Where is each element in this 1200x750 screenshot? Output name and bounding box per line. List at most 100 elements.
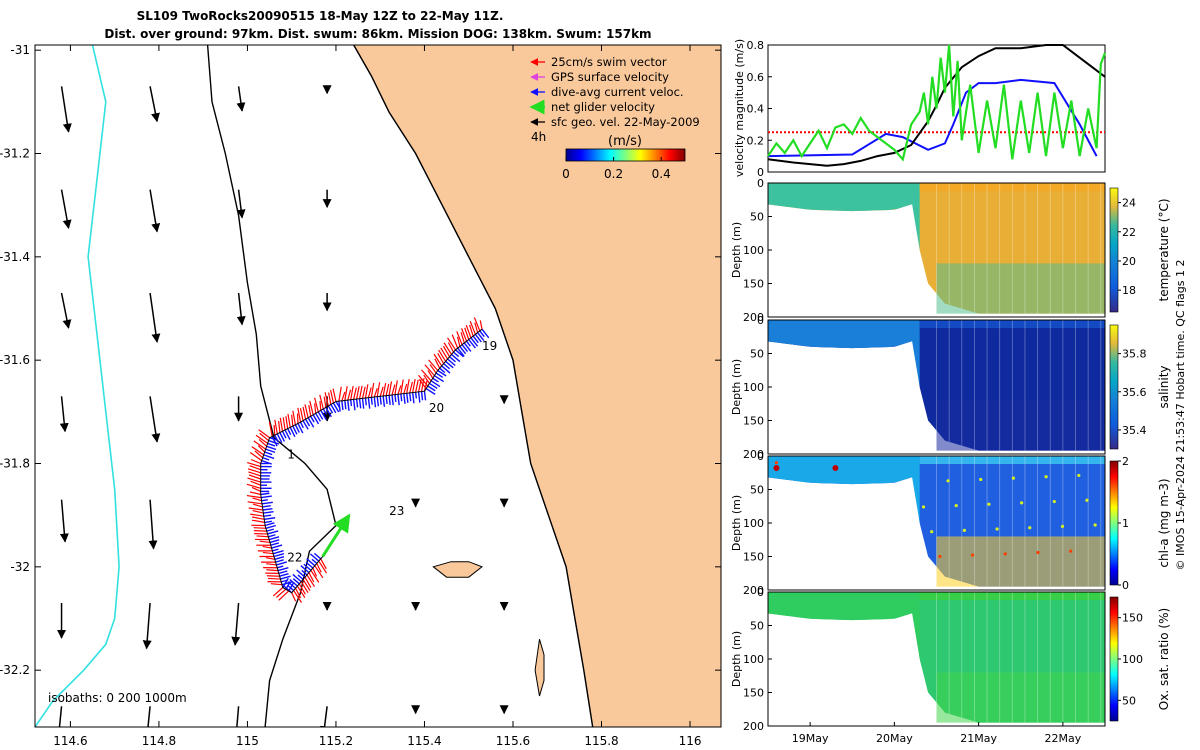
island-garden	[534, 639, 545, 697]
swim-vector	[253, 527, 266, 529]
diveavg-vector	[355, 399, 359, 408]
velocity-series	[767, 44, 1106, 167]
diveavg-vector	[481, 328, 490, 339]
swim-vector	[420, 378, 425, 392]
swim-vector	[253, 503, 263, 508]
diveavg-vector	[276, 433, 283, 444]
swim-vector	[479, 320, 483, 330]
isobaths-label: isobaths: 0 200 1000m	[48, 691, 187, 705]
swim-vector	[268, 421, 273, 437]
swim-vector	[338, 386, 342, 402]
diveavg-vector	[414, 392, 418, 399]
swim-vector	[323, 396, 327, 408]
swim-vector	[417, 379, 422, 392]
sfc-vector	[60, 86, 72, 133]
swim-vector	[278, 590, 290, 601]
swim-vector	[262, 545, 272, 549]
swim-vector	[270, 583, 283, 586]
swim-vector	[367, 387, 372, 398]
section-panel-temperature: 0 50 100 150 200 Depth (m) 18 20 22 24 temperature…	[730, 177, 1171, 324]
swim-vector	[252, 497, 262, 502]
swim-vector	[302, 579, 311, 591]
diveavg-vector	[474, 333, 482, 343]
net-velocity-arrow	[321, 513, 351, 558]
swim-vector	[473, 317, 481, 332]
date-tick-label: 22May	[1045, 732, 1082, 745]
diveavg-vector	[268, 536, 280, 541]
diveavg-vector	[292, 578, 300, 585]
chla-point	[1093, 523, 1097, 527]
swim-vector	[292, 410, 296, 425]
colorbar-tick-label: 35.6	[1122, 386, 1147, 399]
swim-vector	[391, 384, 396, 396]
swim-vector	[246, 494, 262, 499]
depth-tick-label: 100	[743, 653, 764, 666]
swim-vector	[302, 406, 307, 420]
swim-vector	[316, 563, 322, 573]
swim-vector	[320, 558, 327, 570]
day-label: 1	[287, 447, 295, 461]
diveavg-vector	[305, 561, 314, 569]
legend-label: sfc geo. vel. 22-May-2009	[551, 115, 700, 129]
swim-vector	[442, 345, 451, 358]
swim-vector	[464, 327, 470, 340]
diveavg-vector	[270, 542, 279, 546]
swim-vector	[312, 567, 318, 577]
colorbar-label: (m/s)	[608, 134, 642, 149]
swim-vector	[256, 535, 269, 538]
depth-tick-label: 100	[743, 517, 764, 530]
swim-vector	[447, 342, 455, 353]
diveavg-vector	[297, 423, 304, 434]
diveavg-vector	[335, 401, 341, 409]
x-tick-label: 114.8	[142, 734, 176, 748]
swim-vector	[314, 565, 324, 579]
swim-vector	[274, 419, 278, 434]
y-tick-label: -31	[10, 43, 30, 57]
colorbar-tick-label: 100	[1122, 653, 1143, 666]
swim-vector	[304, 576, 312, 588]
y-tick-label: -31.6	[0, 353, 30, 367]
diveavg-vector	[434, 375, 445, 383]
swim-vector	[255, 434, 268, 444]
swim-vector	[272, 587, 284, 597]
diveavg-vector	[457, 347, 465, 357]
diveavg-vector	[306, 558, 316, 567]
swim-vector	[438, 349, 447, 362]
swim-vector	[350, 385, 354, 400]
diveavg-vector	[451, 353, 461, 363]
swim-vector	[447, 337, 456, 351]
swim-vector	[249, 451, 263, 462]
depth-tick-label: 200	[743, 720, 764, 733]
deep-layer	[936, 263, 1105, 314]
colorbar-tick-label: 0	[1122, 579, 1129, 592]
colorbar-tick-label: 24	[1122, 197, 1136, 210]
chla-point	[995, 527, 999, 531]
swim-vector	[310, 569, 320, 583]
swim-vector	[308, 405, 312, 417]
swim-vector	[437, 353, 445, 364]
swim-vector	[376, 382, 381, 397]
diveavg-vector	[406, 393, 409, 403]
diveavg-vector	[261, 499, 268, 502]
y-tick-label: -31.4	[0, 250, 30, 264]
legend-scale-label: 4h	[531, 130, 546, 144]
swim-vector	[248, 507, 264, 511]
surface-layer	[919, 183, 1105, 192]
diveavg-vector	[272, 548, 279, 552]
chla-point	[1060, 524, 1065, 528]
diveavg-vector	[376, 396, 380, 407]
chla-point	[1028, 526, 1032, 530]
swim-vector	[397, 385, 402, 395]
diveavg-vector	[269, 539, 280, 544]
chla-point	[1036, 550, 1040, 555]
swim-vector	[415, 379, 419, 393]
y-tick-label: -32.2	[0, 663, 30, 677]
depth-tick-label: 150	[743, 687, 764, 700]
swim-vector	[294, 587, 302, 599]
swim-vector	[250, 480, 261, 486]
swim-vector	[443, 342, 453, 355]
swim-vector	[382, 382, 387, 397]
swim-vector	[276, 588, 287, 598]
day-label: 20	[429, 401, 444, 415]
